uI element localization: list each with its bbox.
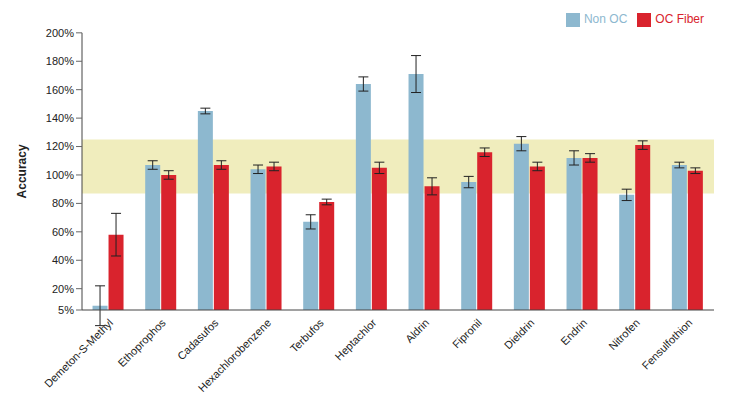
- svg-text:Fipronil: Fipronil: [450, 316, 484, 350]
- svg-text:Aldrin: Aldrin: [403, 316, 431, 344]
- svg-text:Endrin: Endrin: [558, 316, 589, 347]
- svg-text:60%: 60%: [52, 226, 74, 238]
- svg-text:5%: 5%: [58, 304, 74, 316]
- svg-text:100%: 100%: [46, 169, 74, 181]
- svg-text:Fensulfothion: Fensulfothion: [639, 316, 694, 371]
- svg-text:40%: 40%: [52, 254, 74, 266]
- html-text:OC Fiber: OC Fiber: [655, 12, 704, 26]
- svg-text:Heptachlor: Heptachlor: [332, 316, 378, 362]
- svg-text:Ethoprophos: Ethoprophos: [115, 316, 168, 369]
- svg-text:180%: 180%: [46, 55, 74, 67]
- svg-text:200%: 200%: [46, 27, 74, 39]
- html-text:Non OC: Non OC: [584, 12, 628, 26]
- svg-text:120%: 120%: [46, 140, 74, 152]
- svg-text:Hexachlorobenzene: Hexachlorobenzene: [196, 316, 274, 394]
- svg-text:160%: 160%: [46, 84, 74, 96]
- svg-text:Accuracy: Accuracy: [15, 144, 29, 198]
- svg-text:Demeton-S-Methyl: Demeton-S-Methyl: [42, 316, 115, 389]
- svg-text:80%: 80%: [52, 197, 74, 209]
- svg-text:Dieldrin: Dieldrin: [502, 316, 537, 351]
- svg-text:Cadasufos: Cadasufos: [175, 316, 221, 362]
- svg-text:140%: 140%: [46, 112, 74, 124]
- svg-text:20%: 20%: [52, 283, 74, 295]
- svg-text:Terbufos: Terbufos: [288, 316, 327, 355]
- svg-text:Nitrofen: Nitrofen: [606, 316, 642, 352]
